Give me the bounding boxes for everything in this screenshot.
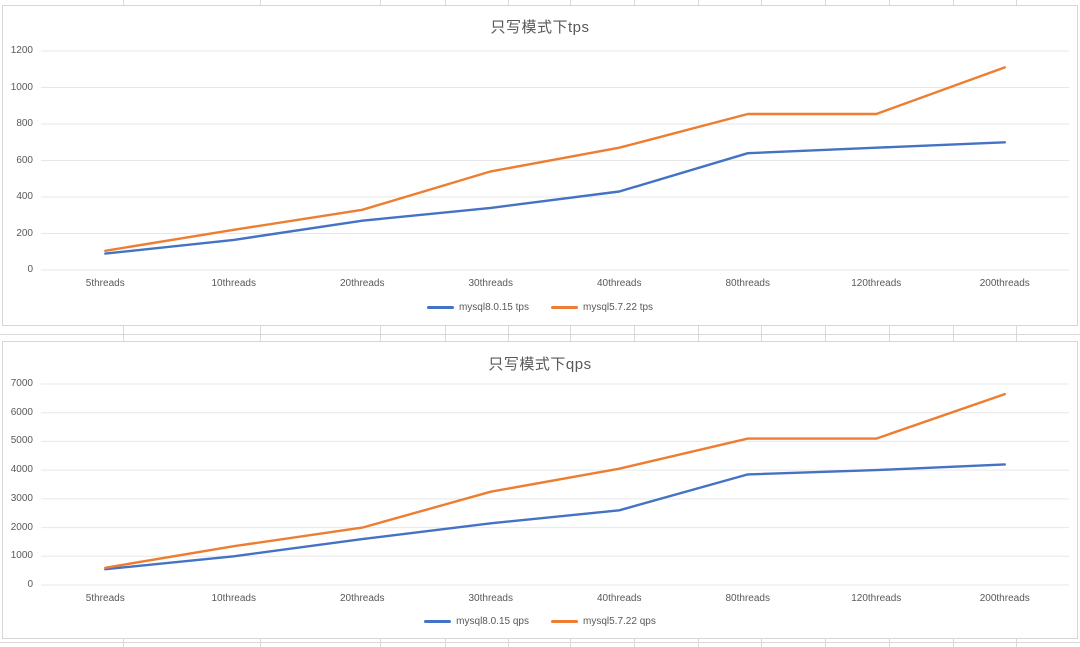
y-axis-tick-label: 6000 (10, 406, 33, 418)
x-axis-category-label: 20threads (340, 593, 385, 604)
series-line (104, 66, 1006, 253)
y-axis-tick-label: 4000 (10, 464, 33, 476)
qps-chart-legend: mysql8.0.15 qps mysql5.7.22 qps (3, 616, 1077, 627)
x-axis-category-label: 120threads (851, 593, 902, 604)
x-axis-category-label: 40threads (597, 593, 642, 604)
y-axis-tick-label: 0 (27, 264, 33, 275)
x-axis-category-label: 80threads (725, 593, 770, 604)
y-axis-tick-label: 1000 (10, 81, 33, 93)
series-line (104, 141, 1006, 255)
x-axis-category-label: 40threads (597, 278, 642, 289)
y-axis-tick-label: 800 (16, 118, 33, 129)
series-line (104, 392, 1006, 570)
x-axis-category-label: 10threads (211, 278, 256, 289)
legend-line-swatch (424, 620, 452, 623)
legend-label: mysql8.0.15 qps (456, 616, 529, 627)
y-axis-tick-label: 7000 (10, 378, 33, 389)
qps-plot-area (41, 383, 1069, 586)
legend-item: mysql5.7.22 tps (551, 302, 653, 313)
x-axis-category-label: 30threads (468, 278, 513, 289)
x-axis-category-label: 20threads (340, 278, 385, 289)
x-axis-category-label: 30threads (468, 593, 513, 604)
tps-chart-legend: mysql8.0.15 tps mysql5.7.22 tps (3, 302, 1077, 313)
y-axis-tick-label: 1000 (10, 550, 33, 562)
legend-item: mysql5.7.22 qps (551, 616, 656, 627)
tps-plot-area (41, 50, 1069, 271)
x-axis-category-label: 200threads (979, 593, 1030, 604)
qps-chart[interactable]: 只写模式下qps mysql8.0.15 qps mysql5.7.22 qps … (2, 341, 1078, 639)
y-axis-tick-label: 600 (16, 154, 33, 166)
y-axis-tick-label: 1200 (10, 45, 33, 56)
tps-chart[interactable]: 只写模式下tps mysql8.0.15 tps mysql5.7.22 tps … (2, 5, 1078, 326)
x-axis-category-label: 80threads (725, 278, 770, 289)
series-line (104, 463, 1006, 571)
legend-label: mysql5.7.22 qps (583, 616, 656, 627)
legend-item: mysql8.0.15 tps (426, 302, 529, 313)
y-axis-tick-label: 0 (27, 579, 33, 590)
legend-item: mysql8.0.15 qps (424, 616, 529, 627)
y-axis-tick-label: 400 (16, 191, 33, 202)
x-axis-category-label: 10threads (211, 593, 256, 604)
qps-chart-title: 只写模式下qps (488, 356, 592, 373)
x-axis-category-label: 5threads (85, 593, 125, 604)
y-axis-tick-label: 2000 (10, 521, 33, 533)
tps-chart-title: 只写模式下tps (490, 19, 590, 36)
sheet-row-gridline (0, 334, 1080, 335)
y-axis-tick-label: 5000 (10, 435, 33, 447)
legend-line-swatch (551, 620, 578, 623)
x-axis-category-label: 120threads (851, 278, 902, 289)
x-axis-category-label: 5threads (85, 278, 125, 289)
legend-label: mysql8.0.15 tps (458, 302, 529, 313)
legend-line-swatch (426, 306, 454, 309)
legend-label: mysql5.7.22 tps (583, 302, 654, 313)
legend-line-swatch (551, 306, 578, 309)
y-axis-tick-label: 3000 (10, 492, 33, 504)
x-axis-category-label: 200threads (979, 278, 1030, 289)
y-axis-tick-label: 200 (16, 227, 33, 239)
sheet-row-gridline (0, 642, 1080, 643)
